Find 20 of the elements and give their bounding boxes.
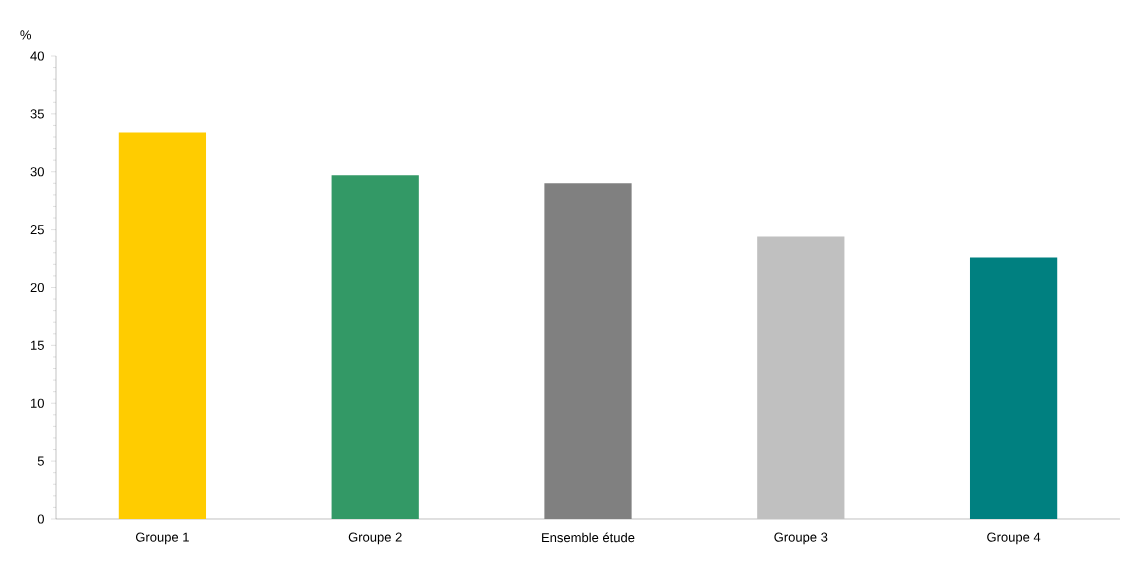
y-tick-label: 35	[30, 109, 44, 119]
x-tick-label: Groupe 4	[987, 532, 1041, 545]
y-tick-label: 20	[30, 282, 44, 293]
y-tick-label: 30	[30, 167, 44, 177]
x-tick-label: Groupe 2	[348, 532, 402, 545]
y-tick-label: 0	[37, 514, 44, 524]
x-tick-label: Ensemble étude	[542, 532, 635, 543]
bar	[544, 183, 632, 519]
y-axis-title: %	[20, 30, 32, 40]
y-tick-label: 5	[37, 456, 44, 466]
bar	[969, 257, 1058, 519]
bar	[331, 175, 419, 519]
x-tick-label: Groupe 1	[135, 532, 189, 545]
bar	[118, 132, 207, 519]
y-tick-label: 15	[31, 340, 44, 350]
bar	[757, 236, 845, 519]
y-tick-label: 40	[30, 51, 44, 61]
x-tick-label: Groupe 3	[774, 532, 828, 545]
y-tick-label: 10	[31, 398, 44, 408]
y-tick-label: 25	[30, 225, 44, 235]
